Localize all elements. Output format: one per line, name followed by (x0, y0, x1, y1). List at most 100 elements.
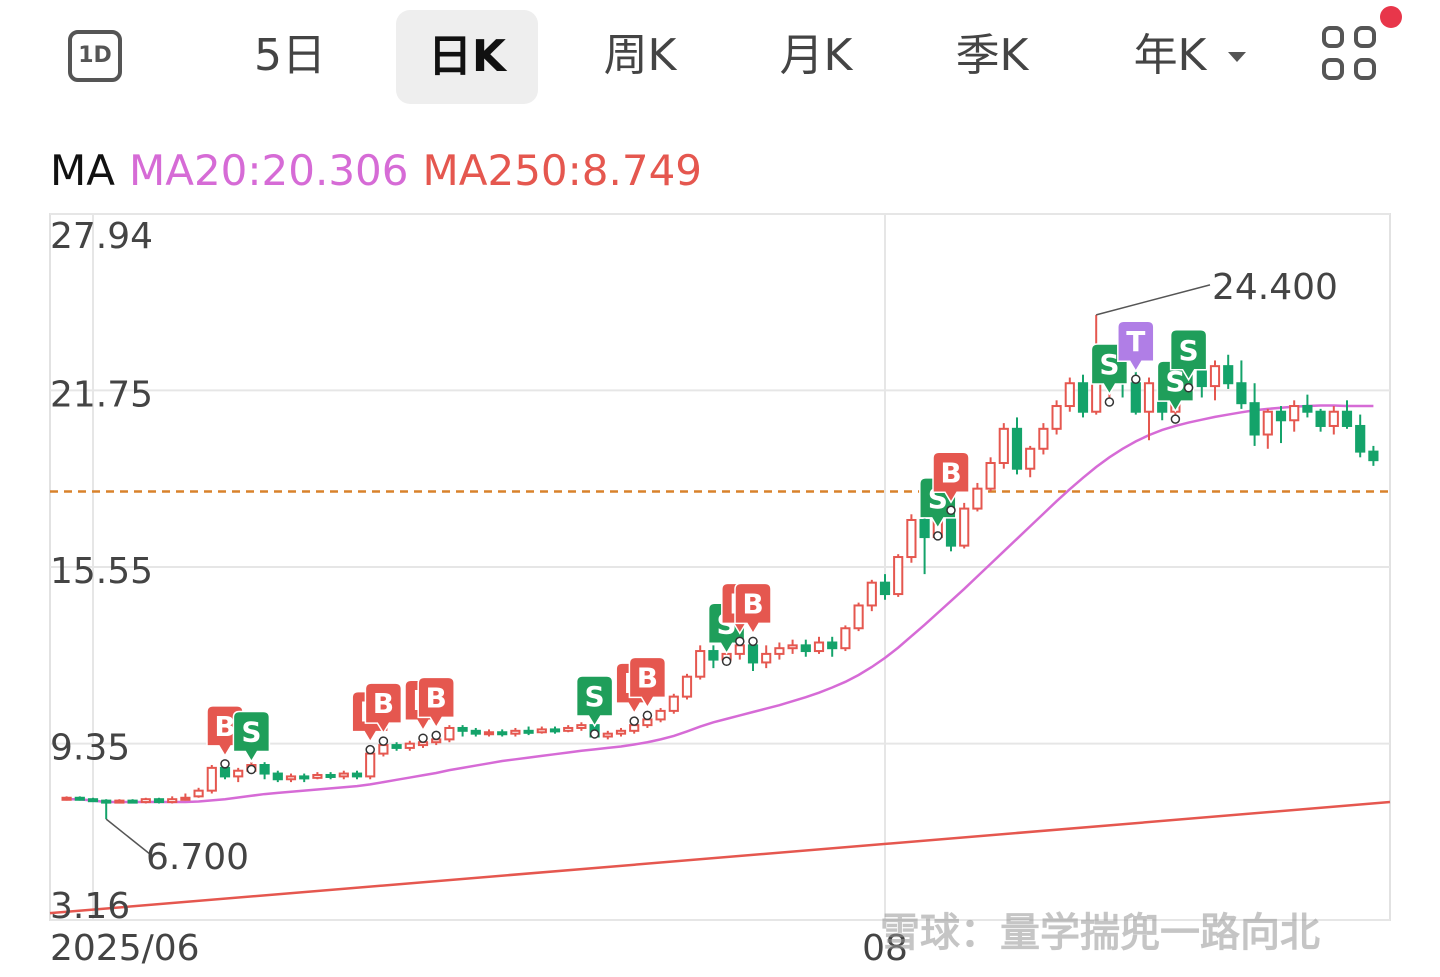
candle (470, 727, 481, 737)
signal-marker-buy[interactable]: B (734, 582, 772, 647)
candle (1328, 406, 1339, 435)
x-tick-label: 2025/06 (50, 928, 200, 969)
candle-body (404, 742, 415, 749)
tab-weekly-k[interactable]: 周K (603, 30, 677, 81)
candle-body (325, 773, 336, 778)
y-tick-label: 15.55 (50, 551, 153, 592)
candle-body (972, 487, 983, 510)
signal-dot (1104, 397, 1115, 407)
candle (549, 726, 561, 734)
candle-body (470, 729, 481, 735)
candle-body (1143, 382, 1155, 413)
candle (61, 796, 72, 801)
candle-body (391, 744, 402, 749)
candle-body (1196, 367, 1207, 388)
candle-body (153, 798, 165, 804)
candle-body (1236, 382, 1247, 405)
candle-body (1077, 382, 1089, 413)
signal-badge (575, 675, 614, 728)
candle (1302, 394, 1313, 418)
candle (1223, 354, 1234, 389)
ma-legend: MA MA20:20.306 MA250:8.749 (50, 146, 716, 195)
signal-badge (1117, 320, 1155, 373)
candle-body (101, 799, 112, 804)
low-annotation: 6.700 (146, 837, 249, 878)
y-tick-label: 3.16 (50, 886, 130, 927)
candle-body (259, 764, 270, 775)
candle-body (1025, 447, 1036, 470)
candle-body (629, 724, 640, 732)
chart-grid (49, 213, 1391, 921)
candle-body (193, 789, 204, 798)
signal-marker-buy[interactable]: B (932, 451, 970, 516)
candle-body (945, 513, 957, 547)
candle-body (1328, 410, 1339, 427)
candle-body (681, 675, 693, 698)
signal-badge (417, 676, 455, 729)
candle (1051, 400, 1062, 435)
signal-dot (721, 656, 732, 667)
signal-badge (734, 582, 772, 635)
candle (827, 636, 838, 657)
candle (536, 726, 547, 734)
tab-5-day[interactable]: 5日 (254, 30, 326, 81)
candle-body (734, 644, 745, 655)
candle (365, 750, 376, 780)
candle-body (74, 796, 85, 801)
candle-body (1302, 405, 1313, 413)
grid-menu-icon[interactable] (1322, 26, 1382, 86)
signal-marker-sell[interactable]: S (1169, 329, 1208, 393)
candle (787, 639, 798, 654)
tab-quarterly-k[interactable]: 季K (955, 30, 1029, 81)
signal-badge (932, 451, 970, 504)
signal-markers[interactable]: BSBBBBSBBSBBSBSTSS (206, 320, 1208, 775)
candle-body (919, 518, 930, 539)
candle-body (1223, 365, 1234, 385)
candle (576, 722, 587, 731)
high-leader (1096, 284, 1211, 316)
candle-body (959, 507, 970, 547)
candle (259, 762, 270, 780)
signal-marker-buy[interactable]: B (364, 682, 403, 746)
candle (1368, 445, 1379, 466)
signal-dot (629, 716, 639, 726)
candle (1038, 423, 1049, 455)
chevron-down-icon[interactable] (1226, 50, 1248, 64)
kline-chart[interactable]: BSBBBBSBBSBBSBSTSS 27.94 21.75 15.55 9.35 3.… (0, 200, 1440, 977)
signal-label: S (1165, 365, 1185, 398)
candle (1143, 377, 1155, 441)
candle-body (879, 581, 891, 596)
tab-monthly-k[interactable]: 月K (779, 30, 853, 81)
one-day-icon[interactable]: 1D (68, 30, 122, 82)
candle-body (497, 731, 508, 736)
tab-daily-k[interactable]: 日K (396, 10, 538, 104)
candle-body (114, 799, 125, 804)
signal-badge (628, 656, 667, 709)
candle-body (1038, 427, 1049, 450)
candle-body (747, 644, 759, 664)
signal-marker-buy[interactable]: B (417, 676, 455, 741)
candle-body (351, 772, 363, 778)
candle (233, 767, 244, 783)
signal-marker-buy[interactable]: B (628, 656, 667, 721)
candle (404, 740, 415, 751)
signal-marker-hold[interactable]: T (1117, 320, 1155, 384)
candle (114, 799, 125, 804)
candle (866, 579, 877, 612)
ma20-line (66, 404, 1374, 804)
signal-marker-sell[interactable]: S (575, 675, 614, 739)
candle-body (761, 652, 772, 664)
tab-yearly-k[interactable]: 年K (1133, 30, 1207, 81)
candle (127, 799, 138, 804)
candle (985, 457, 996, 492)
candle (101, 799, 112, 820)
signal-marker-sell[interactable]: S (232, 710, 271, 775)
candle-body (1249, 402, 1260, 436)
candle (272, 770, 283, 783)
candle (391, 742, 402, 751)
watermark: 雪球：量学揣兜一路向北 (880, 910, 1320, 956)
candle-body (1209, 365, 1221, 388)
candle (1341, 400, 1353, 429)
candle-body (1289, 405, 1300, 422)
